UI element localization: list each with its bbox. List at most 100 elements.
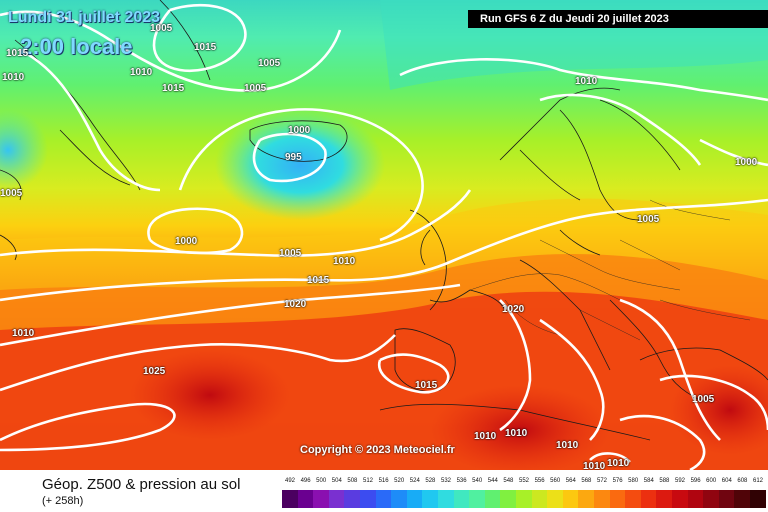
scale-swatch bbox=[391, 490, 408, 508]
turkey-heat bbox=[670, 365, 768, 455]
isobar-label: 1010 bbox=[607, 458, 630, 469]
isobar-label: 1010 bbox=[130, 67, 153, 78]
scale-tick-label: 564 bbox=[565, 478, 576, 484]
scale-tick-label: 612 bbox=[752, 478, 763, 484]
scale-swatch bbox=[469, 490, 486, 508]
scale-swatch bbox=[594, 490, 610, 508]
scale-tick-label: 568 bbox=[581, 478, 592, 484]
isobar-label: 1015 bbox=[194, 42, 217, 53]
scale-swatch bbox=[282, 490, 298, 508]
forecast-time: 2:00 locale bbox=[20, 34, 133, 59]
legend-title: Géop. Z500 & pression au sol bbox=[42, 476, 241, 493]
scale-tick-label: 500 bbox=[316, 478, 327, 484]
scale-tick-label: 588 bbox=[659, 478, 670, 484]
isobar-label: 1000 bbox=[288, 125, 311, 136]
scale-swatch bbox=[453, 490, 470, 508]
isobar-label: 1020 bbox=[284, 299, 307, 310]
scale-swatch bbox=[687, 490, 704, 508]
scale-swatch bbox=[375, 490, 392, 508]
run-info-badge: Run GFS 6 Z du Jeudi 20 juillet 2023 bbox=[468, 10, 768, 28]
legend-subtitle: (+ 258h) bbox=[42, 495, 84, 507]
scale-swatch bbox=[625, 490, 642, 508]
scale-tick-label: 544 bbox=[487, 478, 498, 484]
isobar-label: 1010 bbox=[12, 328, 35, 339]
isobar-label: 995 bbox=[285, 152, 302, 163]
isobar-label: 1025 bbox=[143, 366, 166, 377]
scale-swatch bbox=[734, 490, 751, 508]
copyright-notice: Copyright © 2023 Meteociel.fr bbox=[300, 444, 455, 456]
scale-swatch bbox=[656, 490, 673, 508]
scale-swatch bbox=[328, 490, 345, 508]
scale-tick-label: 584 bbox=[643, 478, 654, 484]
isobar-label: 1010 bbox=[474, 431, 497, 442]
isobar-label: 1010 bbox=[2, 72, 25, 83]
scale-tick-label: 504 bbox=[331, 478, 342, 484]
scale-tick-label: 572 bbox=[596, 478, 607, 484]
scale-swatch bbox=[516, 490, 532, 508]
scale-swatch bbox=[500, 490, 517, 508]
isobar-label: 1005 bbox=[0, 188, 23, 199]
scale-swatch bbox=[344, 490, 361, 508]
scale-tick-label: 608 bbox=[737, 478, 748, 484]
scale-swatch bbox=[672, 490, 688, 508]
scale-swatch bbox=[640, 490, 657, 508]
scale-tick-label: 552 bbox=[518, 478, 529, 484]
isobar-label: 1015 bbox=[162, 83, 185, 94]
atlantic-heat bbox=[130, 350, 290, 440]
scale-tick-label: 524 bbox=[409, 478, 420, 484]
isobar-label: 1015 bbox=[307, 275, 330, 286]
scale-tick-label: 580 bbox=[628, 478, 639, 484]
scale-swatch bbox=[531, 490, 548, 508]
isobar-label: 1015 bbox=[415, 380, 438, 391]
scale-tick-label: 600 bbox=[706, 478, 717, 484]
isobar-label: 1010 bbox=[575, 76, 598, 87]
scale-tick-label: 596 bbox=[690, 478, 701, 484]
scale-swatch bbox=[547, 490, 564, 508]
scale-tick-label: 512 bbox=[362, 478, 373, 484]
scale-swatch bbox=[406, 490, 423, 508]
scale-tick-label: 496 bbox=[300, 478, 311, 484]
isobar-label: 1010 bbox=[333, 256, 356, 267]
isobar-label: 1005 bbox=[637, 214, 660, 225]
scale-swatch bbox=[718, 490, 735, 508]
isobar-label: 1005 bbox=[258, 58, 281, 69]
borders bbox=[469, 199, 751, 341]
scale-swatch bbox=[438, 490, 454, 508]
scale-tick-label: 548 bbox=[503, 478, 514, 484]
west-low bbox=[0, 110, 48, 190]
scale-tick-label: 540 bbox=[472, 478, 483, 484]
isobar-label: 1020 bbox=[502, 304, 525, 315]
scale-tick-label: 536 bbox=[456, 478, 467, 484]
scale-swatch bbox=[484, 490, 501, 508]
coastlines bbox=[0, 0, 768, 441]
scale-swatch bbox=[703, 490, 720, 508]
isobar-label: 1010 bbox=[505, 428, 528, 439]
scale-swatch bbox=[578, 490, 595, 508]
scale-tick-label: 556 bbox=[534, 478, 545, 484]
forecast-map: Lundi 31 juillet 2023 2:00 locale Run GF… bbox=[0, 0, 768, 470]
scale-swatch bbox=[422, 490, 439, 508]
scale-tick-label: 508 bbox=[347, 478, 358, 484]
map-canvas bbox=[0, 0, 768, 470]
scale-swatch bbox=[297, 490, 314, 508]
scale-tick-label: 516 bbox=[378, 478, 389, 484]
scale-tick-label: 528 bbox=[425, 478, 436, 484]
scale-swatch bbox=[360, 490, 376, 508]
scale-tick-label: 560 bbox=[550, 478, 561, 484]
scale-swatch bbox=[750, 490, 766, 508]
isobar-label: 1005 bbox=[150, 23, 173, 34]
isobar-label: 1015 bbox=[6, 48, 29, 59]
legend-footer: Géop. Z500 & pression au sol (+ 258h) 49… bbox=[0, 470, 768, 512]
scale-tick-label: 592 bbox=[674, 478, 685, 484]
iceland-low bbox=[215, 110, 385, 220]
forecast-date: Lundi 31 juillet 2023 bbox=[8, 9, 161, 26]
scale-tick-label: 492 bbox=[284, 478, 295, 484]
scale-swatch bbox=[609, 490, 626, 508]
isobar-label: 1010 bbox=[583, 461, 606, 470]
isobar-label: 1000 bbox=[175, 236, 198, 247]
scale-tick-label: 604 bbox=[721, 478, 732, 484]
isobar-label: 1005 bbox=[279, 248, 302, 259]
isobar-label: 1010 bbox=[556, 440, 579, 451]
isobar-label: 1005 bbox=[692, 394, 715, 405]
scale-tick-label: 576 bbox=[612, 478, 623, 484]
